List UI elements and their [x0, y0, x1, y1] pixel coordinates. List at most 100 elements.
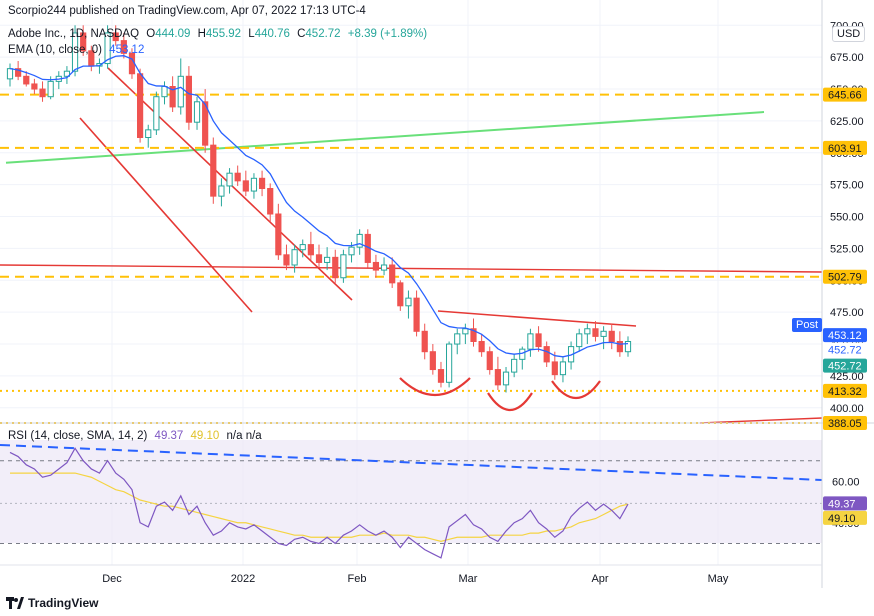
candle-body — [112, 32, 119, 42]
candle-body — [226, 172, 233, 187]
ohlc-c: C452.72 — [297, 28, 341, 40]
candle-body — [608, 330, 615, 342]
candle-body — [161, 86, 168, 98]
resistance-line — [0, 264, 823, 273]
x-tick-label: Apr — [591, 573, 608, 585]
candle-body — [397, 282, 404, 307]
candle-body — [340, 254, 347, 279]
y-tick-label: 625.00 — [830, 116, 864, 128]
channel-lower-line — [79, 117, 253, 313]
candle-body — [584, 328, 591, 335]
rsi-band — [0, 440, 822, 543]
candle-body — [559, 361, 567, 376]
shoulder-arc-1 — [487, 392, 533, 411]
candle-body — [478, 341, 485, 353]
shoulder-arc-2 — [551, 380, 601, 399]
candle-body — [283, 254, 290, 266]
x-tick-label: Mar — [459, 573, 478, 585]
symbol-ohlc-legend: Adobe Inc., 1D, NASDAQ O444.09 H455.92 L… — [8, 28, 431, 40]
candle-body — [218, 185, 225, 197]
candle-body — [348, 246, 355, 256]
level-price-label-0: 645.66 — [828, 90, 862, 102]
candle-body — [462, 328, 469, 335]
rsi-sma-line — [10, 472, 629, 542]
level-price-label-2: 502.79 — [828, 272, 862, 284]
candle-body — [535, 333, 542, 348]
candle-body — [315, 254, 323, 263]
candle-body — [153, 96, 160, 131]
candle-body — [502, 371, 510, 386]
candle-body — [202, 101, 209, 146]
candle-body — [405, 297, 412, 307]
ema-polyline — [9, 55, 629, 358]
candle-body — [486, 351, 493, 371]
y-tick-label: 525.00 — [830, 243, 864, 255]
shoulder-arc-0 — [399, 377, 471, 397]
candle-body — [169, 86, 176, 108]
candle-body — [291, 249, 298, 266]
level-price-label-3-bg — [823, 383, 867, 398]
y-tick-label: 425.00 — [830, 371, 864, 383]
time-axis[interactable]: Dec 2022 Feb Mar Apr May — [102, 573, 729, 585]
level-price-label-1: 603.91 — [828, 143, 862, 155]
currency-button[interactable]: USD — [832, 26, 866, 42]
post-price-label-bg — [823, 342, 867, 357]
rsi-value: 49.37 — [154, 430, 184, 442]
candle-body — [250, 177, 258, 192]
candle-body — [543, 346, 550, 363]
candle-body — [15, 68, 22, 77]
candle-body — [446, 343, 453, 383]
candle-body — [185, 75, 192, 123]
ohlc-l: L440.76 — [248, 28, 290, 40]
candle-body — [421, 330, 428, 353]
x-tick-label: Feb — [348, 573, 367, 585]
y-tick-label: 550.00 — [830, 212, 864, 224]
candle-body — [63, 70, 71, 77]
candle-body — [71, 32, 79, 72]
ema-label: EMA (10, close, 0) — [8, 44, 102, 56]
neckline — [437, 310, 637, 327]
grid-lines — [0, 0, 822, 565]
candle-body — [137, 73, 144, 138]
rsi-line — [9, 447, 629, 559]
rsi-sma-last-label-bg — [823, 510, 867, 525]
candle-body — [576, 333, 583, 348]
tradingview-logo[interactable]: TradingView — [6, 596, 98, 610]
ohlc-h: H455.92 — [197, 28, 242, 40]
candle-body — [47, 80, 54, 98]
ema-line — [9, 55, 629, 358]
candle-body — [332, 256, 339, 279]
candle-body — [494, 369, 501, 386]
x-tick-label: 2022 — [231, 573, 255, 585]
rsi-last-label: 49.37 — [828, 498, 856, 510]
rsi-legend: RSI (14, close, SMA, 14, 2) 49.37 49.10 … — [8, 430, 266, 442]
y-tick-label: 675.00 — [830, 52, 864, 64]
candle-body — [267, 188, 274, 215]
candle-body — [356, 233, 363, 248]
ohlc-o: O444.09 — [146, 28, 191, 40]
post-price-label: 452.72 — [828, 345, 862, 357]
y-tick-label: 400.00 — [830, 403, 864, 415]
rsi-label: RSI (14, close, SMA, 14, 2) — [8, 430, 148, 442]
candle-body — [454, 333, 461, 345]
candle-body — [307, 244, 314, 256]
candle-body — [275, 213, 282, 256]
price-labels: 645.66 603.91 502.79 413.32 388.05 453.12 452.… — [823, 87, 867, 525]
candle-body — [527, 333, 534, 350]
rsi-trendline — [0, 444, 823, 481]
candle-body — [470, 328, 477, 342]
ohlc-change: +8.39 (+1.89%) — [347, 28, 428, 40]
candle-body — [429, 351, 436, 371]
candle-body — [372, 261, 380, 271]
candle-body — [193, 101, 201, 123]
candle-body — [258, 177, 266, 190]
candle-body — [145, 129, 152, 139]
candle-body — [551, 361, 558, 376]
publish-info: Scorpio244 published on TradingView.com,… — [8, 5, 366, 17]
level-price-label-0-bg — [823, 87, 867, 102]
candle-body — [6, 68, 14, 80]
rsi-na: n/a n/a — [226, 430, 262, 442]
ema-legend: EMA (10, close, 0) 453.12 — [8, 44, 148, 56]
candle-body — [324, 256, 331, 263]
